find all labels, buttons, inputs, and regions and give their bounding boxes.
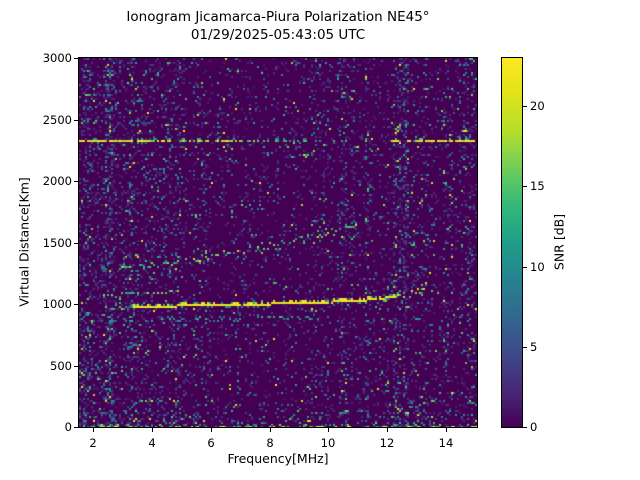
y-tick-label: 0	[64, 420, 72, 434]
x-tick-label: 6	[207, 436, 215, 450]
y-tick-label: 3000	[42, 51, 72, 65]
colorbar-tick-label: 5	[530, 340, 538, 354]
colorbar-tick-label: 15	[530, 179, 545, 193]
x-tick-label: 14	[438, 436, 454, 450]
y-tick-label: 2000	[42, 174, 72, 188]
x-tick-mark	[270, 428, 271, 432]
x-tick-mark	[446, 428, 447, 432]
y-tick-label: 1000	[42, 297, 72, 311]
plot-area	[78, 57, 478, 428]
colorbar-label: SNR [dB]	[551, 213, 567, 271]
y-tick-mark	[74, 243, 78, 244]
y-tick-mark	[74, 120, 78, 121]
colorbar-tick-mark	[523, 106, 527, 107]
colorbar	[501, 57, 523, 428]
x-tick-mark	[211, 428, 212, 432]
y-tick-mark	[74, 427, 78, 428]
x-tick-label: 8	[266, 436, 274, 450]
y-tick-mark	[74, 304, 78, 305]
y-tick-mark	[74, 181, 78, 182]
x-axis-label: Frequency[MHz]	[227, 451, 329, 466]
colorbar-tick-label: 0	[530, 420, 538, 434]
chart-title: Ionogram Jicamarca-Piura Polarization NE…	[126, 9, 430, 25]
colorbar-tick-mark	[523, 427, 527, 428]
colorbar-tick-mark	[523, 186, 527, 187]
chart-subtitle-timestamp: 01/29/2025-05:43:05 UTC	[190, 27, 366, 43]
x-tick-mark	[152, 428, 153, 432]
ionogram-heatmap	[79, 58, 477, 427]
y-axis-label: Virtual Distance[Km]	[16, 177, 32, 307]
colorbar-tick-mark	[523, 267, 527, 268]
x-tick-mark	[93, 428, 94, 432]
y-tick-label: 1500	[42, 236, 72, 250]
colorbar-tick-label: 20	[530, 99, 545, 113]
x-tick-label: 2	[89, 436, 97, 450]
y-tick-mark	[74, 58, 78, 59]
x-tick-label: 4	[148, 436, 156, 450]
y-tick-mark	[74, 366, 78, 367]
x-tick-label: 10	[320, 436, 336, 450]
x-tick-mark	[387, 428, 388, 432]
y-tick-label: 500	[50, 359, 72, 373]
x-tick-mark	[328, 428, 329, 432]
colorbar-tick-label: 10	[530, 260, 545, 274]
colorbar-tick-mark	[523, 347, 527, 348]
colorbar-gradient	[502, 58, 522, 427]
x-tick-label: 12	[379, 436, 395, 450]
y-tick-label: 2500	[42, 113, 72, 127]
